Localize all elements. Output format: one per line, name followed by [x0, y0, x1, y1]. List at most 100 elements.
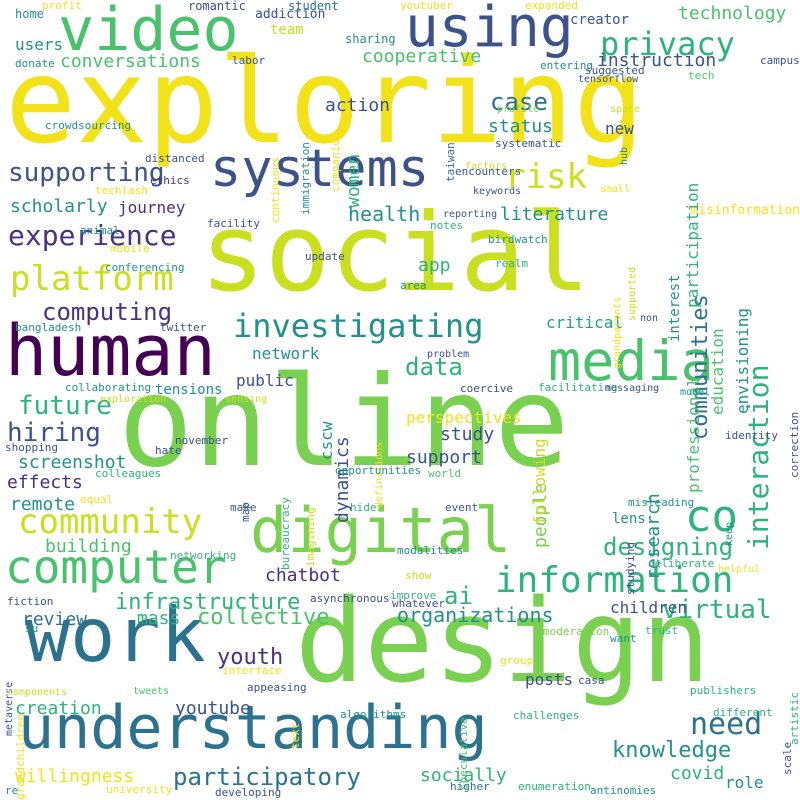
word-immigration: immigration	[299, 141, 312, 215]
word-speculative: speculative	[457, 716, 470, 790]
word-trust: trust	[645, 624, 679, 637]
word-using: using	[405, 0, 574, 60]
word-small: small	[600, 184, 631, 195]
word-appeasing: appeasing	[247, 681, 307, 694]
word-cooperative: cooperative	[362, 46, 482, 67]
word-asynchronous: asynchronous	[310, 592, 390, 605]
word-digital: digital	[250, 494, 512, 567]
word-facilitating: facilitating	[538, 381, 618, 394]
word-media: media	[548, 329, 714, 393]
word-animal: animal	[80, 224, 120, 237]
word-supporting: supporting	[8, 158, 165, 188]
word-effects: effects	[7, 472, 83, 493]
word-algorithms: algorithms	[340, 708, 407, 721]
word-november: november	[175, 434, 228, 447]
word-expanded: expanded	[525, 0, 578, 12]
word-higher: higher	[450, 780, 490, 793]
word-literature: literature	[500, 204, 609, 225]
word-ethics: ethics	[150, 174, 190, 187]
word-action: action	[325, 95, 391, 116]
word-designing: designing	[603, 533, 734, 561]
word-interest: interest	[667, 274, 683, 342]
word-participatory: participatory	[173, 763, 361, 791]
word-sensing: sensing	[225, 394, 268, 405]
word-encounters: encounters	[455, 165, 522, 178]
word-birdwatch: birdwatch	[488, 233, 548, 246]
word-knowledge: knowledge	[612, 738, 732, 763]
word-infrastructure: infrastructure	[115, 590, 301, 615]
word-journey: journey	[118, 198, 186, 217]
word-children: children	[610, 598, 688, 617]
word-supported: supported	[627, 266, 638, 321]
word-romantic: romantic	[188, 0, 246, 13]
word-home: home	[15, 7, 44, 21]
word-hiring: hiring	[7, 418, 101, 448]
word-equal: equal	[80, 493, 114, 506]
word-covid: covid	[670, 763, 725, 784]
word-remote: remote	[10, 494, 76, 515]
word-colleagues: colleagues	[95, 467, 162, 480]
word-women: women	[343, 153, 364, 208]
word-posts: posts	[525, 670, 574, 689]
word-cscw: cscw	[317, 421, 336, 460]
word-misleading: misleading	[628, 496, 695, 509]
word-donate: donate	[15, 57, 55, 70]
word-users: users	[15, 35, 64, 54]
word-improve: improve	[390, 589, 437, 602]
word-enumeration: enumeration	[518, 780, 591, 793]
word-future: future	[18, 391, 112, 421]
word-modalities: modalities	[397, 544, 464, 557]
word-continuous: continuous	[269, 156, 282, 224]
word-antinomies: antinomies	[590, 784, 657, 797]
word-re: re	[5, 784, 19, 797]
word-different: different	[713, 706, 773, 719]
word-chatbot: chatbot	[265, 565, 341, 586]
word-su: su	[25, 622, 39, 635]
word-techlash: techlash	[95, 184, 148, 197]
word-scale: scale	[781, 742, 794, 776]
word-group: group	[500, 654, 534, 667]
word-area: area	[400, 279, 427, 292]
word-text: text	[289, 722, 302, 749]
word-experience: experience	[8, 219, 177, 252]
word-creation: creation	[15, 698, 102, 719]
word-companion: companion	[329, 131, 342, 192]
word-creator: creator	[570, 12, 630, 28]
word-computing: computing	[42, 298, 173, 326]
word-suggested: suggested	[585, 64, 645, 77]
word-health: health	[348, 202, 421, 226]
word-grandparents: grandparents	[612, 296, 623, 369]
word-design: design	[295, 575, 711, 709]
word-willingness: willingness	[15, 766, 135, 787]
word-keywords: keywords	[473, 186, 522, 197]
word-deliberate: deliberate	[648, 557, 715, 570]
word-platform: platform	[10, 259, 174, 299]
word-data: data	[405, 353, 463, 381]
word-identity: identity	[725, 429, 778, 442]
word-case: case	[490, 88, 548, 116]
word-taiwan: taiwan	[444, 142, 457, 182]
word-lens: lens	[612, 511, 646, 527]
word-virtual: virtual	[662, 595, 772, 625]
word-sharing: sharing	[345, 32, 396, 46]
word-publishers: publishers	[690, 684, 757, 697]
word-perspectives: perspectives	[406, 408, 522, 427]
word-university: university	[106, 783, 173, 796]
word-whatever: whatever	[392, 597, 445, 610]
word-ai: ai	[444, 582, 473, 610]
word-investigating: investigating	[233, 307, 484, 345]
word-systematic: systematic	[495, 137, 562, 150]
word-helpful: helpful	[718, 564, 761, 575]
word-socially: socially	[420, 765, 507, 786]
word-study: study	[440, 424, 495, 445]
word-following: following	[530, 437, 549, 525]
word-systems: systems	[210, 139, 430, 199]
word-team: team	[270, 22, 304, 38]
word-casa: casa	[578, 674, 605, 687]
word-human: human	[5, 310, 216, 392]
word-youth: youth	[217, 645, 284, 670]
word-artistic: artistic	[788, 692, 800, 745]
word-need: need	[690, 707, 763, 742]
word-opportunities: opportunities	[335, 464, 422, 477]
word-make: make	[230, 501, 257, 514]
